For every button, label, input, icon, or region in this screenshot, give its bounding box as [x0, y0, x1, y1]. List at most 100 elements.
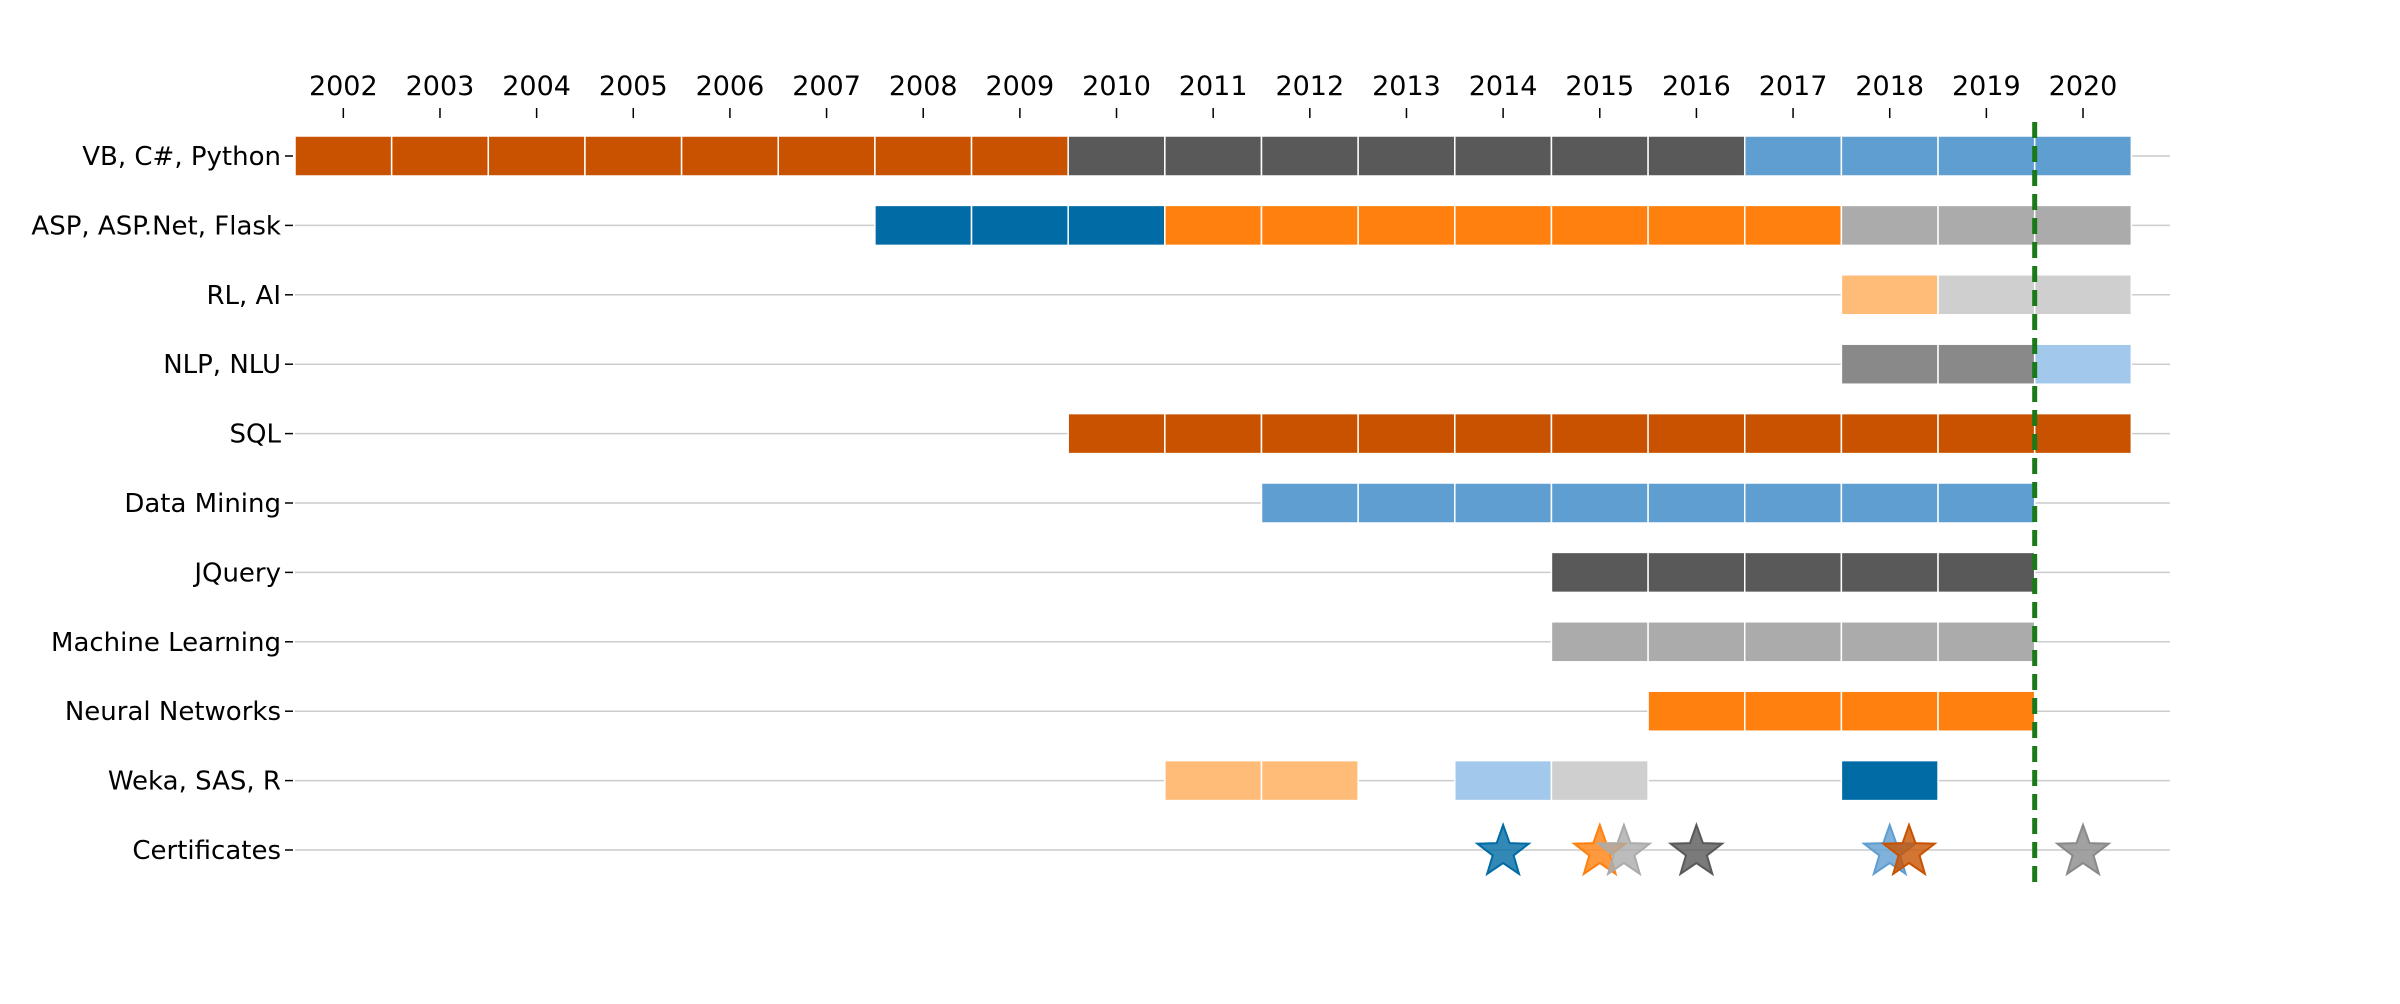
x-tick-label: 2010 — [1082, 71, 1151, 102]
skill-bar-cell — [1164, 759, 1263, 802]
certificate-markers — [1474, 822, 2112, 877]
skill-bar-cell — [970, 204, 1069, 247]
skill-bar-cell — [1840, 551, 1939, 594]
skill-bar-cell — [1840, 759, 1939, 802]
skill-bar-cell — [1454, 135, 1553, 177]
x-tick-label: 2011 — [1179, 71, 1248, 102]
x-tick-label: 2006 — [696, 71, 765, 102]
y-tick-label: Weka, SAS, R — [108, 767, 281, 797]
y-tick-label: Certificates — [132, 836, 281, 866]
y-tick-label: Neural Networks — [65, 697, 281, 727]
skill-bar-cell — [1550, 412, 1649, 455]
skill-bar-cell — [1743, 690, 1843, 732]
skill-bar-cell — [1550, 759, 1649, 802]
x-tick-label: 2009 — [986, 71, 1055, 102]
x-tick-label: 2016 — [1662, 71, 1731, 102]
skill-bar-cell — [1840, 204, 1939, 247]
skill-bar-cell — [1743, 482, 1843, 524]
skill-bar-cell — [1260, 135, 1359, 177]
x-tick-label: 2004 — [502, 71, 571, 102]
x-tick-label: 2019 — [1952, 71, 2021, 102]
skill-bar-cell — [1357, 482, 1456, 524]
skill-bar-cell — [2033, 135, 2133, 177]
skill-bar-cell — [874, 204, 973, 247]
skill-bar-cell — [1647, 412, 1746, 455]
skill-bar-cell — [1164, 204, 1263, 247]
x-tick-label: 2012 — [1275, 71, 1344, 102]
x-tick-label: 2008 — [889, 71, 958, 102]
skill-bar-cell — [1937, 621, 2036, 663]
skill-bar-cell — [1357, 135, 1456, 177]
skill-bar-cell — [1550, 551, 1649, 594]
skill-bar-cell — [1937, 204, 2036, 247]
x-tick-label: 2020 — [2049, 71, 2118, 102]
skill-bar-cell — [1840, 621, 1939, 663]
skill-bar-cell — [1743, 551, 1843, 594]
skill-bar-cell — [1357, 412, 1456, 455]
skill-bar-cell — [1840, 343, 1939, 385]
skill-bar-cell — [777, 135, 876, 177]
skill-bar-cell — [1164, 412, 1263, 455]
skill-bar-cell — [1647, 621, 1746, 663]
skill-bar-cell — [1550, 135, 1649, 177]
skill-bar-cell — [1937, 135, 2036, 177]
skill-bars — [294, 135, 2133, 802]
skill-bar-cell — [970, 135, 1069, 177]
certificate-star-icon — [1474, 822, 1532, 877]
skill-bar-cell — [1743, 135, 1843, 177]
skill-bar-cell — [680, 135, 779, 177]
skill-bar-cell — [1550, 482, 1649, 524]
x-axis: 2002 2003 2004 2005 2006 2007 2008 2009 2010 2011… — [309, 71, 2117, 118]
y-tick-label: RL, AI — [206, 281, 281, 311]
skill-bar-cell — [1550, 621, 1649, 663]
skill-bar-cell — [1937, 343, 2036, 385]
y-tick-label: JQuery — [192, 558, 281, 588]
skill-bar-cell — [1260, 412, 1359, 455]
certificate-star-icon — [1595, 822, 1653, 877]
skill-bar-cell — [1647, 551, 1746, 594]
x-tick-label: 2007 — [792, 71, 861, 102]
skill-bar-cell — [1454, 204, 1553, 247]
x-tick-label: 2017 — [1759, 71, 1828, 102]
x-tick-label: 2015 — [1565, 71, 1634, 102]
x-tick-label: 2005 — [599, 71, 668, 102]
x-tick-label: 2003 — [406, 71, 475, 102]
skill-bar-cell — [1260, 204, 1359, 247]
skill-bar-cell — [1840, 482, 1939, 524]
certificate-star-icon — [2054, 822, 2112, 877]
skill-bar-cell — [1260, 759, 1359, 802]
x-tick-label: 2002 — [309, 71, 378, 102]
y-axis: VB, C#, Python ASP, ASP.Net, Flask RL, AI N… — [31, 142, 293, 866]
skill-bar-cell — [2033, 274, 2133, 316]
skill-bar-cell — [1937, 274, 2036, 316]
skill-bar-cell — [1067, 412, 1166, 455]
skill-bar-cell — [1840, 690, 1939, 732]
x-tick-label: 2018 — [1855, 71, 1924, 102]
skill-bar-cell — [1647, 204, 1746, 247]
skill-bar-cell — [1840, 412, 1939, 455]
skill-bar-cell — [874, 135, 973, 177]
skill-bar-cell — [1550, 204, 1649, 247]
skill-bar-cell — [1454, 412, 1553, 455]
skill-bar-cell — [2033, 204, 2133, 247]
skill-bar-cell — [1454, 759, 1553, 802]
y-tick-label: VB, C#, Python — [82, 142, 281, 172]
y-tick-label: NLP, NLU — [163, 350, 281, 380]
skill-bar-cell — [1067, 135, 1166, 177]
skill-bar-cell — [1260, 482, 1359, 524]
x-tick-label: 2014 — [1469, 71, 1538, 102]
skill-bar-cell — [2033, 343, 2133, 385]
skill-bar-cell — [1840, 274, 1939, 316]
skill-bar-cell — [1937, 482, 2036, 524]
skill-bar-cell — [1937, 412, 2036, 455]
skill-bar-cell — [1454, 482, 1553, 524]
skill-bar-cell — [1067, 204, 1166, 247]
skill-bar-cell — [487, 135, 586, 177]
y-tick-label: ASP, ASP.Net, Flask — [31, 211, 281, 241]
certificate-star-icon — [1880, 822, 1938, 877]
skill-bar-cell — [294, 135, 393, 177]
skill-bar-cell — [1937, 690, 2036, 732]
skill-bar-cell — [2033, 412, 2133, 455]
